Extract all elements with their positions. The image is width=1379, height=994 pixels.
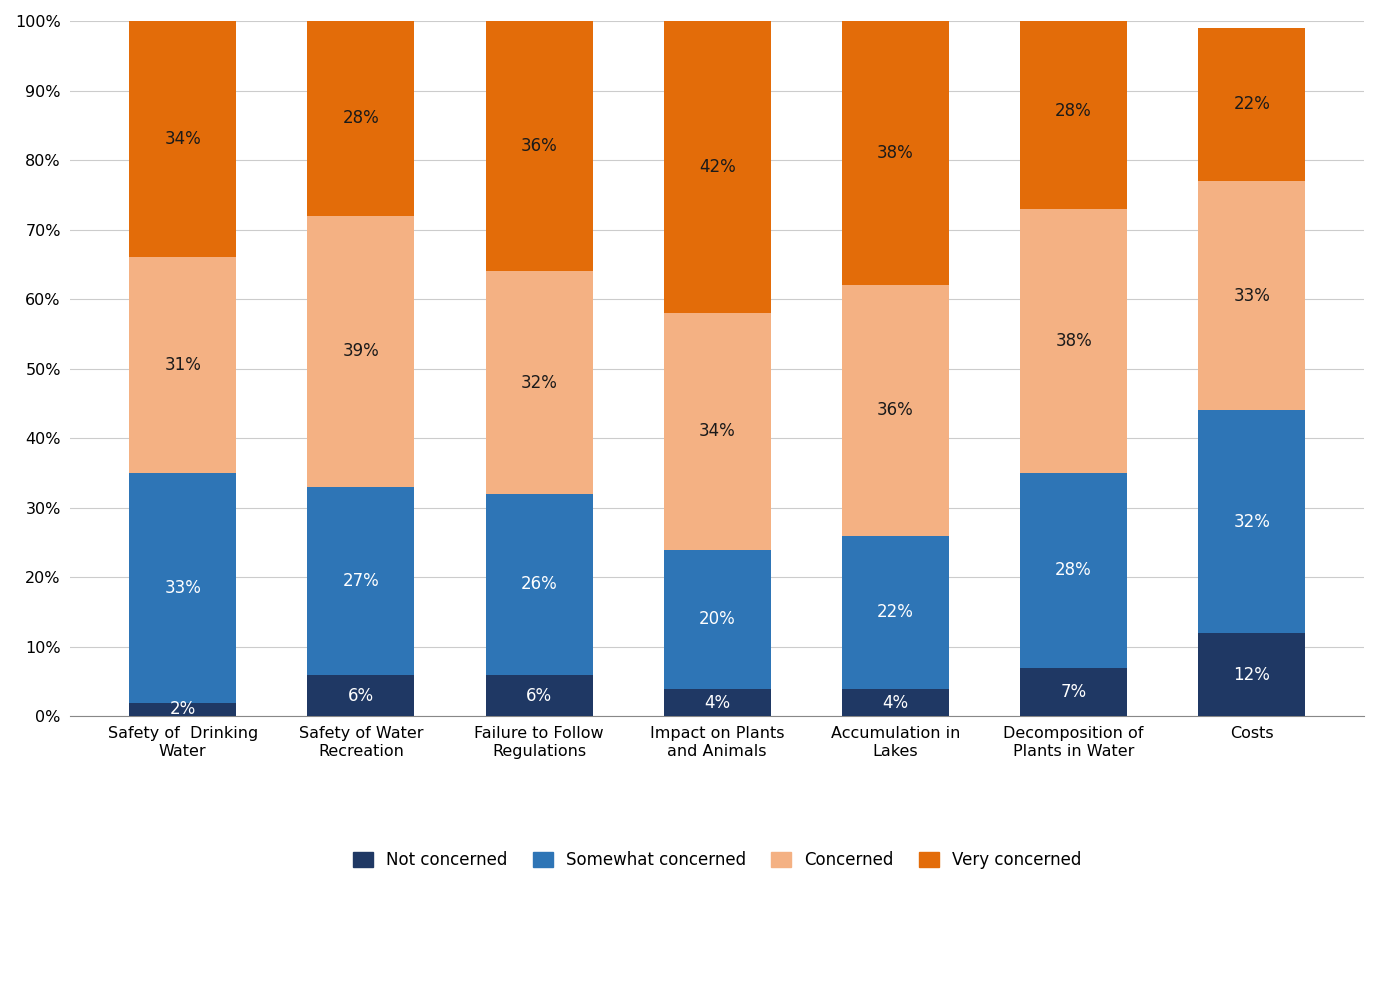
Bar <box>1198 28 1305 181</box>
Text: 28%: 28% <box>1055 102 1092 120</box>
Bar <box>663 313 771 550</box>
Text: 12%: 12% <box>1233 666 1270 684</box>
Bar <box>485 271 593 494</box>
Bar <box>1020 473 1127 668</box>
Bar <box>130 257 236 473</box>
Bar <box>485 675 593 717</box>
Text: 34%: 34% <box>164 130 201 148</box>
Bar <box>130 703 236 717</box>
Bar <box>485 21 593 271</box>
Text: 2%: 2% <box>170 701 196 719</box>
Text: 22%: 22% <box>1233 95 1270 113</box>
Bar <box>485 494 593 675</box>
Text: 34%: 34% <box>699 422 735 440</box>
Text: 38%: 38% <box>877 144 914 162</box>
Text: 22%: 22% <box>877 603 914 621</box>
Bar <box>1198 181 1305 411</box>
Text: 32%: 32% <box>1233 513 1270 531</box>
Bar <box>843 285 949 536</box>
Bar <box>308 675 414 717</box>
Bar <box>308 21 414 216</box>
Text: 6%: 6% <box>348 687 374 705</box>
Text: 28%: 28% <box>342 109 379 127</box>
Bar <box>308 487 414 675</box>
Text: 31%: 31% <box>164 356 201 374</box>
Bar <box>663 550 771 689</box>
Bar <box>130 21 236 257</box>
Text: 39%: 39% <box>342 342 379 361</box>
Text: 26%: 26% <box>521 576 557 593</box>
Text: 33%: 33% <box>1233 286 1270 305</box>
Text: 27%: 27% <box>342 572 379 589</box>
Bar <box>130 473 236 703</box>
Bar <box>1020 209 1127 473</box>
Bar <box>1020 14 1127 209</box>
Text: 6%: 6% <box>525 687 552 705</box>
Text: 33%: 33% <box>164 579 201 596</box>
Bar <box>1198 633 1305 717</box>
Text: 4%: 4% <box>705 694 731 712</box>
Bar <box>843 689 949 717</box>
Text: 38%: 38% <box>1055 332 1092 350</box>
Text: 36%: 36% <box>521 137 557 155</box>
Bar <box>663 21 771 313</box>
Text: 7%: 7% <box>1060 683 1087 701</box>
Text: 32%: 32% <box>521 374 557 392</box>
Bar <box>843 536 949 689</box>
Bar <box>1198 411 1305 633</box>
Text: 36%: 36% <box>877 402 914 419</box>
Bar <box>843 21 949 285</box>
Text: 4%: 4% <box>883 694 909 712</box>
Text: 28%: 28% <box>1055 562 1092 580</box>
Text: 42%: 42% <box>699 158 735 176</box>
Legend: Not concerned, Somewhat concerned, Concerned, Very concerned: Not concerned, Somewhat concerned, Conce… <box>345 843 1089 878</box>
Bar <box>308 216 414 487</box>
Bar <box>663 689 771 717</box>
Text: 20%: 20% <box>699 610 735 628</box>
Bar <box>1020 668 1127 717</box>
